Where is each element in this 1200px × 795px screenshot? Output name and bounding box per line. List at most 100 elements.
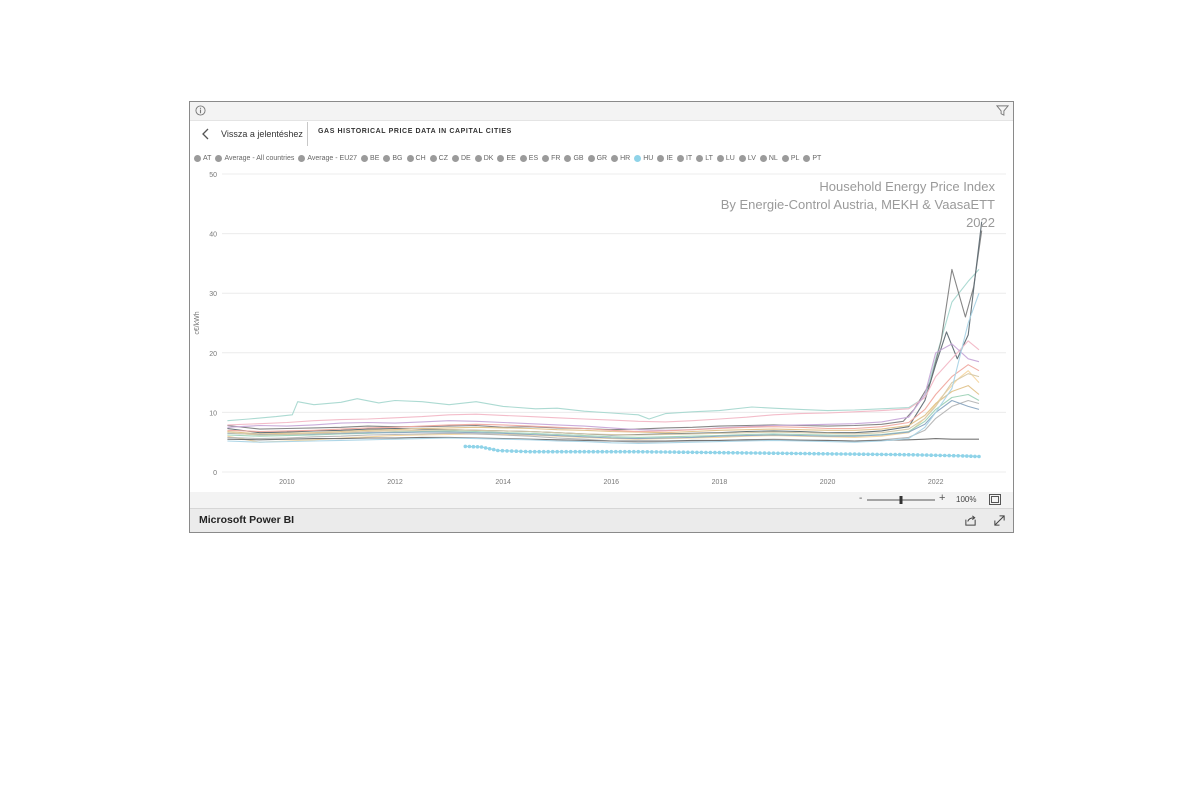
series-line (227, 269, 980, 422)
legend-marker (429, 154, 437, 162)
data-point (897, 452, 902, 457)
x-tick-label: 2014 (495, 479, 511, 486)
legend-item[interactable]: GR (587, 154, 607, 162)
data-point (825, 452, 830, 456)
legend-item[interactable]: PT (803, 154, 822, 162)
data-point (505, 449, 509, 453)
legend-item[interactable]: NL (759, 154, 778, 162)
zoom-slider-thumb[interactable] (899, 496, 903, 504)
data-point (879, 452, 884, 457)
data-point (546, 449, 550, 454)
data-point (830, 452, 834, 456)
data-point (690, 450, 695, 455)
zoom-slider[interactable] (866, 495, 936, 505)
legend-item[interactable]: BG (383, 154, 403, 162)
data-point (767, 451, 771, 456)
legend-item[interactable]: AT (194, 154, 212, 162)
legend-marker (803, 154, 811, 162)
chart-watermark-line: By Energie-Control Austria, MEKH & Vaasa… (721, 197, 995, 212)
data-point (686, 450, 690, 455)
data-point (491, 447, 496, 452)
legend-item[interactable]: GB (564, 154, 584, 162)
data-point (861, 452, 866, 457)
y-tick-label: 10 (209, 410, 217, 417)
legend-marker (497, 154, 505, 162)
info-icon[interactable] (195, 105, 206, 116)
legend-item[interactable]: LT (696, 154, 713, 162)
legend-label: IT (685, 154, 693, 162)
legend-item[interactable]: LV (738, 154, 756, 162)
legend-label: AT (203, 154, 212, 162)
y-tick-label: 50 (209, 172, 217, 179)
legend-item[interactable]: ES (519, 154, 538, 162)
legend-item[interactable]: FR (542, 154, 560, 162)
data-point (514, 449, 519, 454)
data-point (573, 449, 578, 454)
data-point (731, 451, 735, 455)
legend-marker (759, 154, 767, 162)
legend-label: Average - EU27 (307, 154, 358, 162)
legend-item[interactable]: HU (634, 154, 653, 162)
data-point (609, 449, 614, 454)
legend-item[interactable]: BE (361, 154, 379, 162)
data-point (902, 452, 906, 457)
back-to-report-button[interactable]: Vissza a jelentéshez (200, 124, 303, 144)
legend-item[interactable]: EE (497, 154, 516, 162)
data-point (722, 450, 726, 455)
fit-to-page-icon[interactable] (989, 494, 1001, 505)
power-bi-brand-link[interactable]: Microsoft Power BI (199, 514, 295, 526)
legend-item[interactable]: DE (451, 154, 471, 162)
legend-item[interactable]: LU (716, 154, 735, 162)
zoom-in-button[interactable]: + (939, 492, 946, 504)
legend-marker (361, 154, 369, 162)
series-line (227, 436, 979, 442)
legend-item[interactable]: PL (781, 154, 799, 162)
legend-item[interactable]: DK (474, 154, 493, 162)
data-point (641, 450, 645, 454)
legend-marker (564, 154, 572, 162)
data-point (789, 451, 794, 456)
data-point (933, 453, 938, 458)
data-point (798, 451, 803, 456)
data-point (713, 450, 717, 455)
data-point (645, 450, 650, 454)
legend-item[interactable]: Average - All countries (215, 154, 295, 162)
y-tick-label: 0 (213, 470, 217, 477)
data-point (550, 449, 555, 454)
series-line (227, 364, 980, 433)
legend-item[interactable]: IE (657, 154, 673, 162)
data-point (965, 454, 969, 458)
data-point (758, 451, 762, 455)
expand-icon[interactable] (993, 514, 1006, 527)
share-icon[interactable] (964, 514, 977, 527)
data-point (636, 449, 641, 454)
data-point (780, 451, 785, 456)
data-point (977, 454, 981, 459)
legend-marker (676, 154, 684, 162)
legend-marker (519, 154, 527, 162)
data-point (929, 453, 933, 458)
data-point (884, 452, 888, 457)
data-point (704, 450, 708, 455)
legend-item[interactable]: CZ (429, 154, 448, 162)
legend-item[interactable]: HR (611, 154, 631, 162)
legend-item[interactable]: CH (406, 154, 426, 162)
zoom-out-button[interactable]: - (859, 493, 863, 504)
legend-label: PT (812, 154, 822, 162)
y-tick-label: 30 (209, 291, 217, 298)
legend-marker (738, 154, 746, 162)
data-point (969, 454, 973, 459)
legend-item[interactable]: Average - EU27 (298, 154, 358, 162)
legend-marker (634, 154, 642, 162)
legend-label: HR (620, 154, 631, 162)
series-line (227, 293, 980, 444)
legend-item[interactable]: IT (676, 154, 693, 162)
series-line (227, 343, 980, 431)
filter-icon[interactable] (996, 104, 1009, 117)
data-point (528, 449, 532, 454)
series-line (227, 230, 983, 431)
series-line (227, 399, 980, 443)
data-point (668, 450, 672, 454)
legend-label: Average - All countries (224, 154, 295, 162)
y-tick-label: 40 (209, 232, 217, 239)
